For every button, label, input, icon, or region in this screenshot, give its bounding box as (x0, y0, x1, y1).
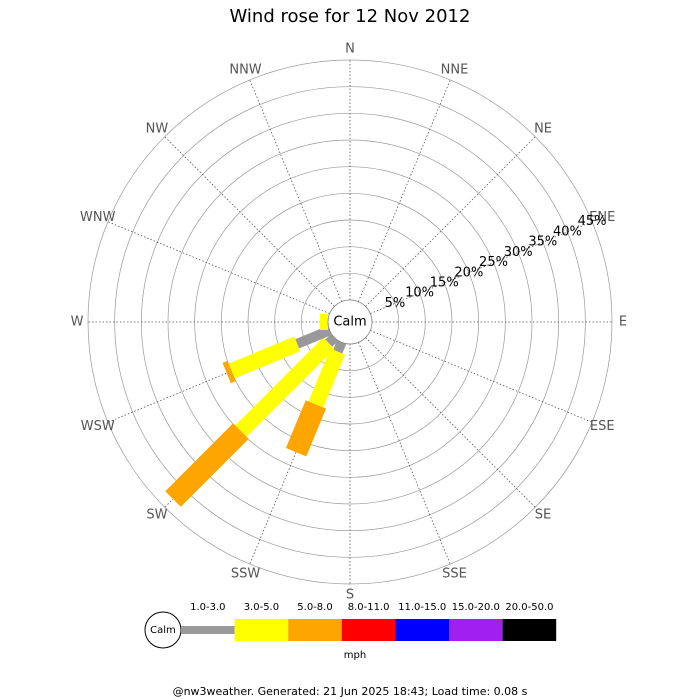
direction-label: SSW (231, 567, 261, 582)
legend: Calm mph 1.0-3.0 3.0-5.0 5.0-8.0 8.0-11.0 11… (144, 602, 557, 661)
bar-segment (308, 348, 346, 408)
direction-label: NE (534, 121, 552, 136)
bar-segment (325, 334, 338, 347)
bar-segment (235, 337, 335, 437)
r-tick-label: 45% (578, 214, 607, 229)
direction-label: ESE (590, 419, 615, 434)
bar-segment (165, 423, 249, 507)
legend-label: 3.0-5.0 (244, 602, 279, 613)
spoke (249, 79, 342, 302)
spoke (107, 221, 330, 314)
r-tick-label: 15% (430, 275, 459, 290)
grid-ring (247, 219, 453, 425)
r-tick-label: 35% (528, 235, 557, 250)
bar-segment (285, 400, 327, 457)
legend-calm-label: Calm (150, 625, 176, 636)
direction-label: SW (146, 508, 167, 523)
bar-segment (295, 325, 332, 349)
direction-label: W (71, 315, 84, 330)
calm-circle (327, 299, 373, 345)
direction-label: NNW (229, 62, 261, 77)
unit-label: mph (344, 650, 366, 661)
grid-ring (87, 59, 613, 585)
grid-ring (114, 86, 586, 558)
direction-label: S (346, 588, 354, 603)
bars (165, 314, 347, 507)
grid-ring (300, 272, 400, 372)
spoke (164, 136, 335, 307)
legend-label: 20.0-50.0 (505, 602, 553, 613)
direction-label: ENE (589, 210, 615, 225)
legend-swatch (502, 619, 557, 641)
direction-label: NW (146, 121, 169, 136)
bar-segment (333, 340, 347, 354)
legend-label: 15.0-20.0 (452, 602, 500, 613)
direction-label: SE (535, 508, 551, 523)
r-tick-label: 25% (479, 255, 508, 270)
legend-swatch (449, 619, 503, 641)
legend-swatch (341, 619, 396, 641)
chart-title: Wind rose for 12 Nov 2012 (230, 6, 471, 27)
spoke (370, 221, 593, 314)
direction-label: NNE (441, 62, 469, 77)
r-tick-label: 30% (504, 245, 533, 260)
direction-label: WSW (81, 419, 115, 434)
r-tick-label: 5% (385, 296, 406, 311)
legend-swatch (181, 626, 235, 634)
legend-label: 5.0-8.0 (297, 602, 332, 613)
legend-label: 11.0-15.0 (398, 602, 446, 613)
direction-label: N (345, 42, 355, 57)
spoke (370, 330, 593, 423)
legend-label: 8.0-11.0 (348, 602, 390, 613)
footer: @nw3weather. Generated: 21 Jun 2025 18:4… (173, 685, 528, 698)
r-tick-label: 10% (405, 286, 434, 301)
r-tick-label: 20% (454, 265, 483, 280)
legend-swatch (288, 619, 342, 641)
direction-label: SSE (442, 567, 467, 582)
r-tick-label: 40% (553, 224, 582, 239)
calm-label: Calm (333, 315, 366, 330)
direction-label: E (619, 315, 627, 330)
legend-swatch (234, 619, 289, 641)
grid-ring (167, 139, 533, 505)
legend-label: 1.0-3.0 (190, 602, 225, 613)
spoke (365, 337, 536, 508)
spoke (358, 342, 451, 565)
spoke (365, 136, 536, 307)
spoke (358, 79, 451, 302)
direction-label: WNW (80, 210, 116, 225)
bar-segment (320, 314, 328, 330)
bar-segment (222, 360, 236, 384)
grid-ring (220, 192, 480, 452)
legend-swatch (395, 619, 449, 641)
bar-segment (228, 336, 301, 379)
